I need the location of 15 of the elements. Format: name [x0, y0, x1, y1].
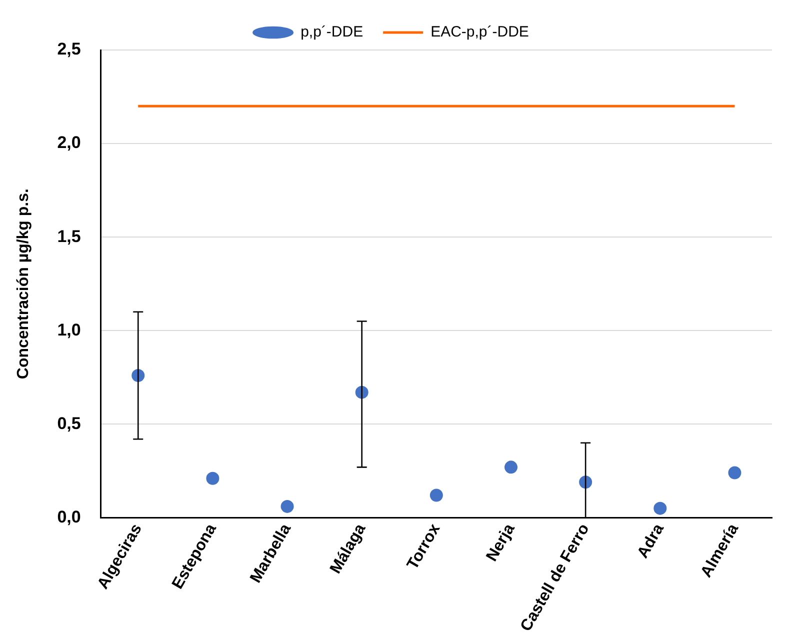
point	[280, 500, 294, 513]
y-tick-label: 1,5	[57, 226, 81, 246]
legend-label: EAC-p,p´-DDE	[430, 24, 529, 41]
point	[430, 488, 443, 502]
point	[654, 502, 667, 515]
point	[206, 472, 220, 485]
point	[504, 460, 518, 474]
y-axis-title: Concentración µg/kg p.s.	[15, 188, 32, 380]
y-tick-label: 0,0	[57, 507, 81, 526]
y-tick-label: 0,5	[57, 414, 81, 433]
legend-label: p,p´-DDE	[300, 24, 364, 41]
y-tick-label: 2,5	[57, 40, 81, 59]
y-tick-label: 1,0	[57, 320, 81, 340]
y-tick-label: 2,0	[57, 133, 81, 152]
point	[728, 466, 742, 480]
